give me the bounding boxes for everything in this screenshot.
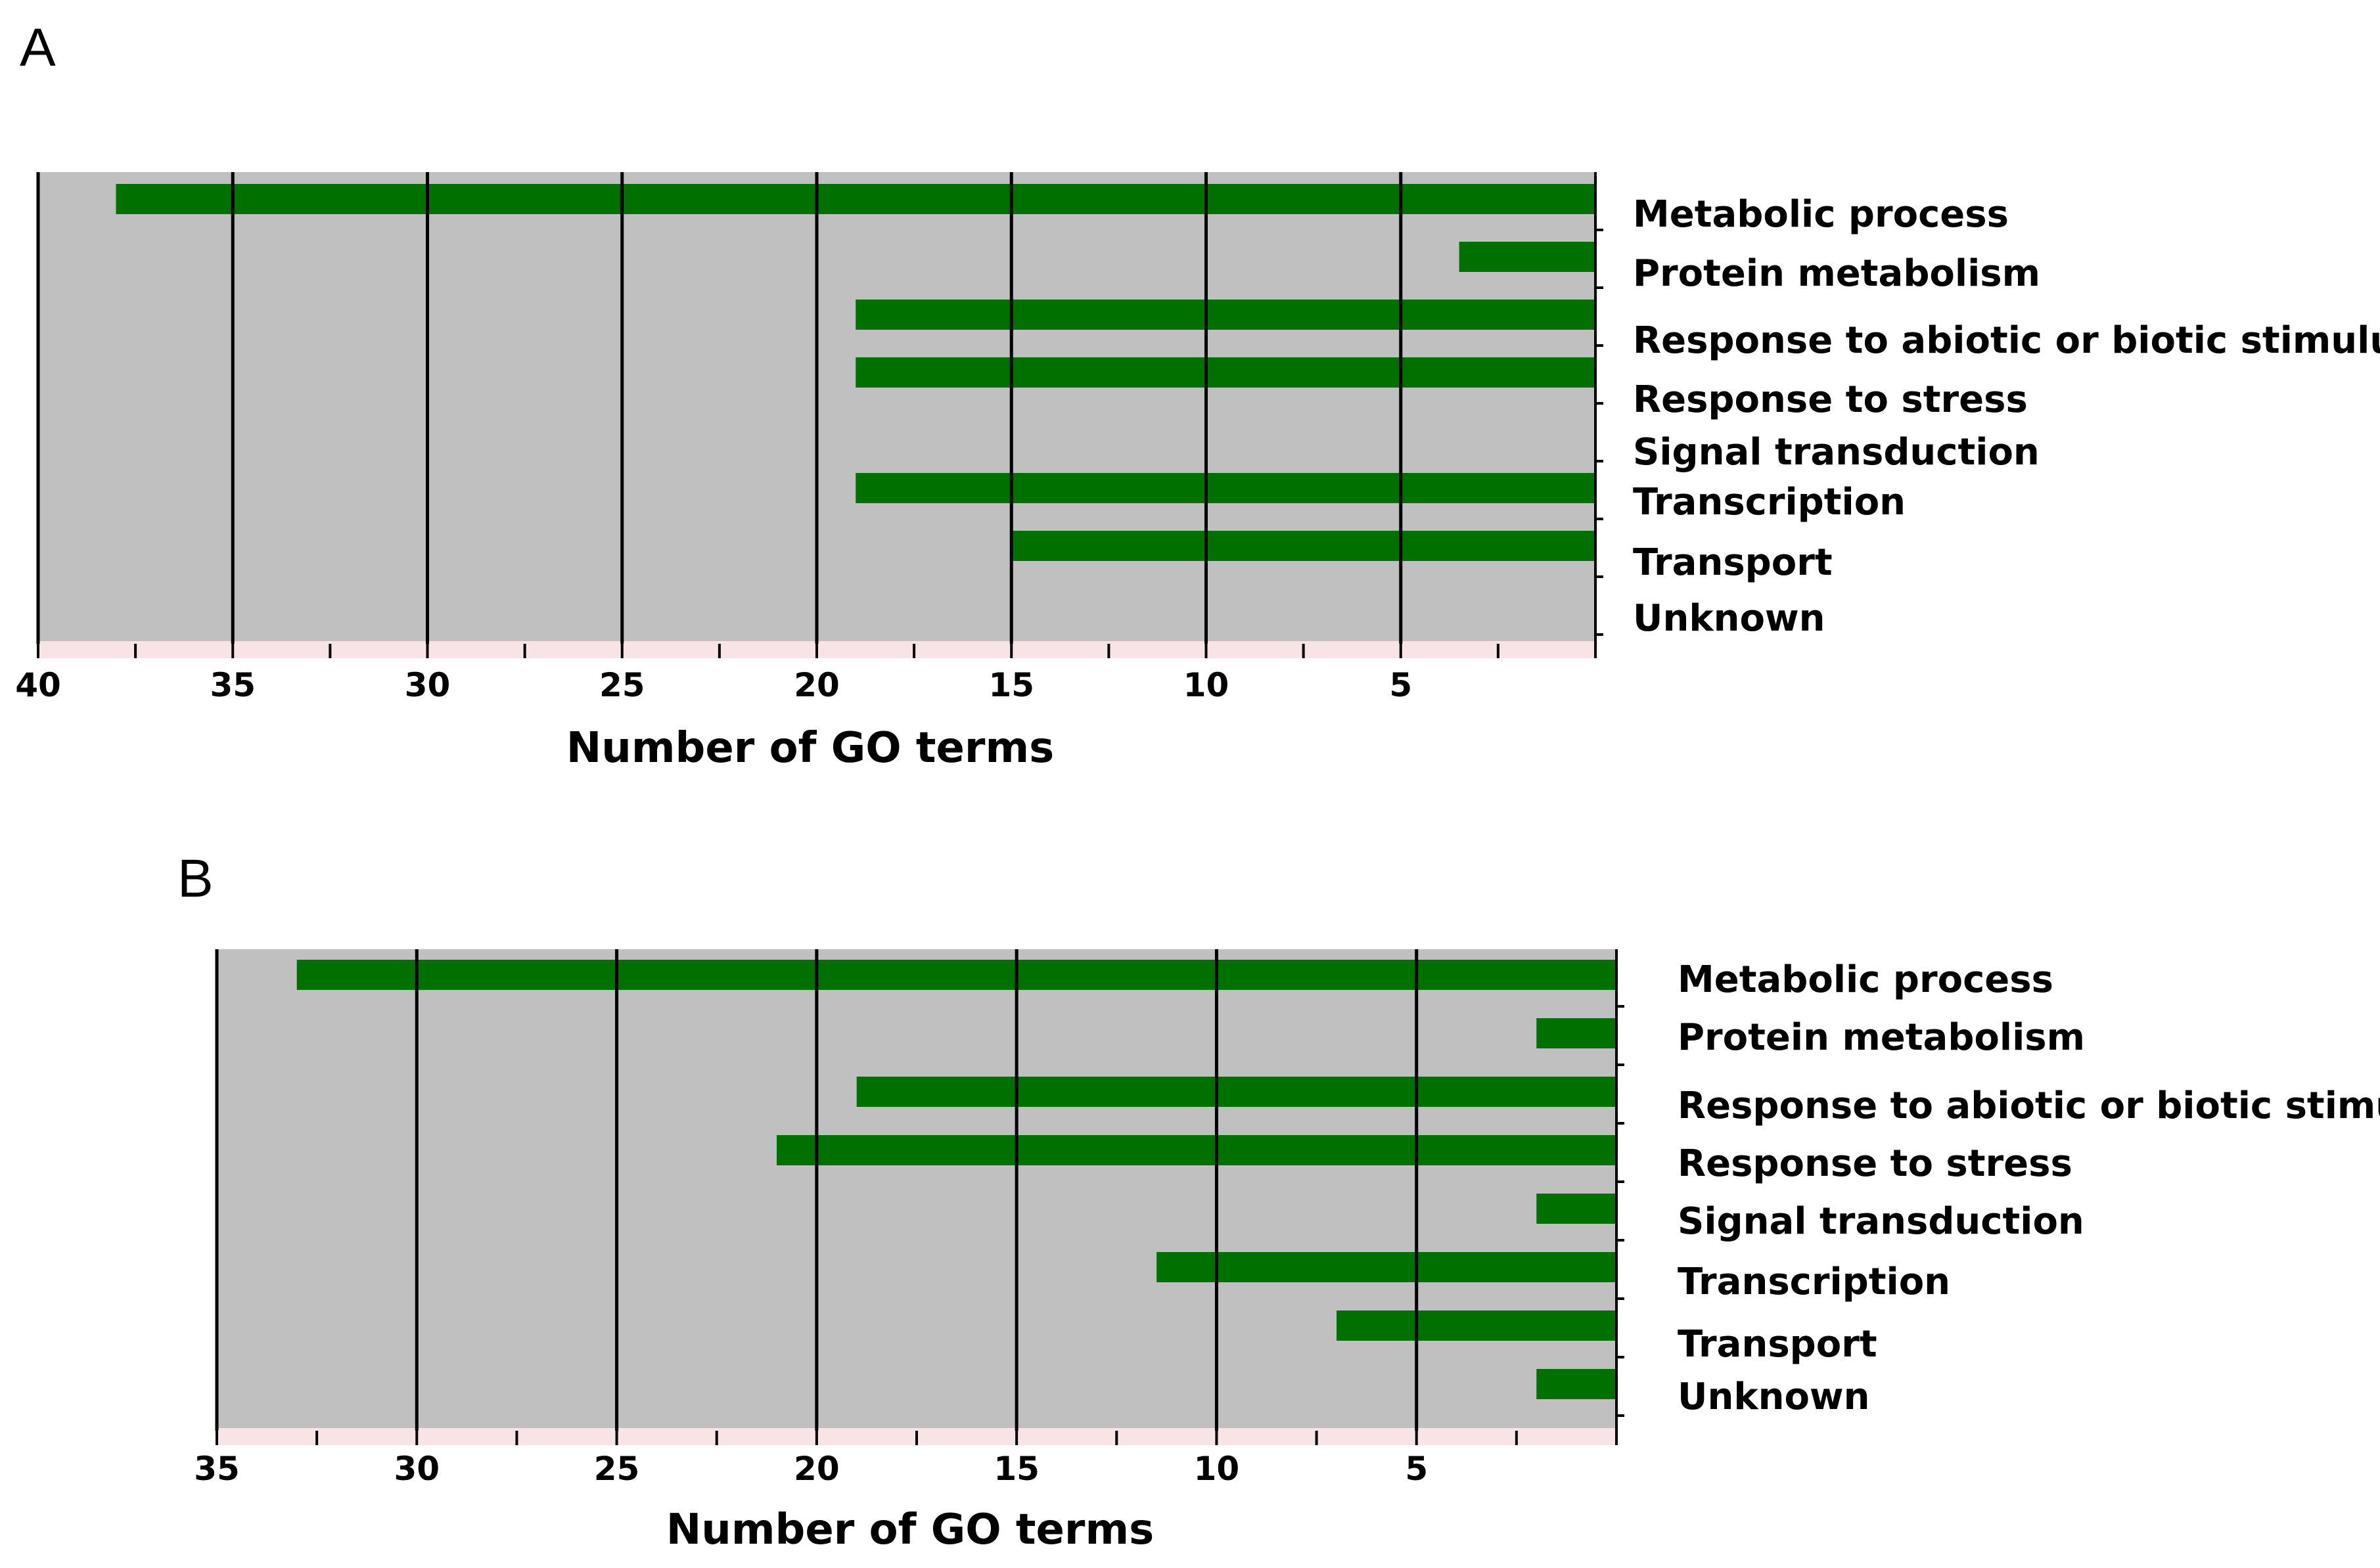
x-tick-label: 15 xyxy=(994,1450,1040,1488)
x-axis-title: Number of GO terms xyxy=(666,1506,1155,1554)
x-tick-label: 25 xyxy=(599,666,645,704)
category-label: Transport xyxy=(1633,541,1833,584)
x-tick-label: 25 xyxy=(594,1450,640,1488)
x-tick-label: 35 xyxy=(194,1450,240,1488)
x-tick-label: 10 xyxy=(1194,1450,1240,1488)
category-label: Transcription xyxy=(1678,1261,1950,1303)
category-label: Response to stress xyxy=(1633,378,2028,421)
x-tick-label: 30 xyxy=(394,1450,440,1488)
bar xyxy=(1156,1252,1616,1282)
bar xyxy=(1459,242,1595,272)
bar xyxy=(1337,1310,1616,1341)
category-label: Metabolic process xyxy=(1678,958,2053,1001)
bar xyxy=(1536,1194,1616,1224)
category-label: Response to abiotic or biotic stimulus xyxy=(1633,319,2380,362)
category-label: Protein metabolism xyxy=(1678,1016,2085,1059)
bar xyxy=(777,1135,1616,1165)
category-label: Response to abiotic or biotic stimulus xyxy=(1678,1085,2380,1127)
x-tick-label: 40 xyxy=(15,666,61,704)
category-label: Transcription xyxy=(1633,481,1906,524)
category-label: Metabolic process xyxy=(1633,193,2009,236)
x-tick-label: 30 xyxy=(405,666,451,704)
category-label: Protein metabolism xyxy=(1633,252,2040,295)
bar xyxy=(856,473,1595,503)
category-label: Transport xyxy=(1678,1323,1877,1366)
category-label: Response to stress xyxy=(1678,1142,2072,1185)
bar xyxy=(1536,1018,1616,1048)
panel-letter: B xyxy=(177,849,214,908)
bar xyxy=(296,960,1616,990)
bar xyxy=(856,1077,1616,1107)
x-axis-title: Number of GO terms xyxy=(566,724,1055,773)
x-tick-label: 5 xyxy=(1389,666,1412,704)
bar xyxy=(116,184,1595,214)
panel-b: B 35 30 25 20 15 10 5 Number of GO terms Metaboli… xyxy=(177,849,2380,1554)
bar xyxy=(1011,531,1595,561)
bar xyxy=(856,357,1595,388)
x-tick-label: 10 xyxy=(1183,666,1229,704)
category-label: Unknown xyxy=(1633,597,1825,640)
category-label: Unknown xyxy=(1678,1376,1870,1418)
plot-background xyxy=(217,949,1616,1431)
panel-a: A 40 35 30 25 20 15 10 5 Number of GO terms Metabo… xyxy=(15,18,2380,773)
x-tick-label: 20 xyxy=(794,1450,840,1488)
bar xyxy=(1536,1369,1616,1399)
category-label: Signal transduction xyxy=(1678,1200,2084,1243)
category-label: Signal transduction xyxy=(1633,431,2040,474)
panel-letter: A xyxy=(20,18,56,78)
x-tick-label: 5 xyxy=(1405,1450,1428,1488)
x-tick-label: 35 xyxy=(210,666,256,704)
bar xyxy=(856,300,1595,330)
x-tick-label: 20 xyxy=(794,666,840,704)
x-tick-label: 15 xyxy=(988,666,1034,704)
